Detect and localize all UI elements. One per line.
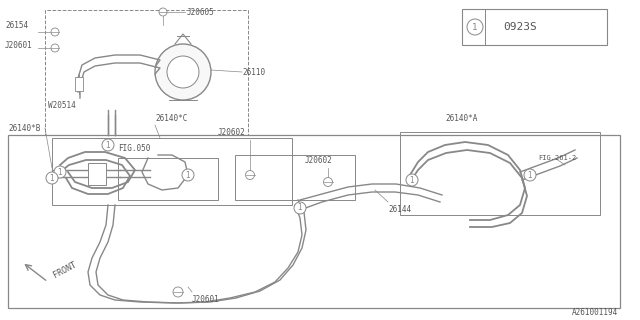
Bar bbox=[8, 135, 620, 308]
Text: 26144: 26144 bbox=[388, 205, 411, 214]
Text: 1: 1 bbox=[50, 173, 54, 182]
Text: 1: 1 bbox=[410, 175, 414, 185]
Circle shape bbox=[54, 166, 66, 178]
Text: 1: 1 bbox=[527, 171, 532, 180]
Text: FRONT: FRONT bbox=[52, 260, 78, 280]
Text: 26140*C: 26140*C bbox=[155, 114, 188, 123]
Bar bbox=[52, 138, 292, 205]
Text: 0923S: 0923S bbox=[503, 22, 537, 32]
Circle shape bbox=[467, 19, 483, 35]
Circle shape bbox=[51, 28, 59, 36]
Circle shape bbox=[159, 8, 167, 16]
Bar bbox=[75, 77, 83, 91]
Circle shape bbox=[323, 178, 333, 187]
Text: 26110: 26110 bbox=[242, 68, 265, 76]
Text: 1: 1 bbox=[472, 22, 478, 31]
Text: W20514: W20514 bbox=[48, 100, 76, 109]
Circle shape bbox=[246, 171, 255, 180]
Text: J20601: J20601 bbox=[192, 295, 220, 305]
Text: A261001194: A261001194 bbox=[572, 308, 618, 317]
Circle shape bbox=[46, 172, 58, 184]
Bar bbox=[235, 155, 355, 200]
Circle shape bbox=[406, 174, 418, 186]
Circle shape bbox=[173, 287, 183, 297]
Circle shape bbox=[294, 202, 306, 214]
Circle shape bbox=[167, 56, 199, 88]
Bar bbox=[118, 158, 218, 200]
Text: FIG.050: FIG.050 bbox=[118, 143, 150, 153]
Text: 1: 1 bbox=[106, 140, 110, 149]
Text: 1: 1 bbox=[186, 171, 190, 180]
Text: 26154: 26154 bbox=[5, 20, 28, 29]
Circle shape bbox=[155, 44, 211, 100]
Text: 1: 1 bbox=[58, 167, 62, 177]
Bar bbox=[400, 132, 600, 215]
Text: 26140*A: 26140*A bbox=[445, 114, 477, 123]
Circle shape bbox=[102, 139, 114, 151]
Text: FIG.261-2: FIG.261-2 bbox=[538, 155, 576, 161]
Text: J20605: J20605 bbox=[187, 7, 215, 17]
Circle shape bbox=[524, 169, 536, 181]
Circle shape bbox=[51, 44, 59, 52]
Text: 1: 1 bbox=[298, 204, 302, 212]
Circle shape bbox=[182, 169, 194, 181]
Text: J20602: J20602 bbox=[218, 127, 246, 137]
Text: J20602: J20602 bbox=[305, 156, 333, 164]
Text: J20601: J20601 bbox=[5, 41, 33, 50]
Text: 26140*B: 26140*B bbox=[8, 124, 40, 132]
Bar bbox=[88, 163, 106, 185]
Bar bbox=[462, 9, 607, 45]
